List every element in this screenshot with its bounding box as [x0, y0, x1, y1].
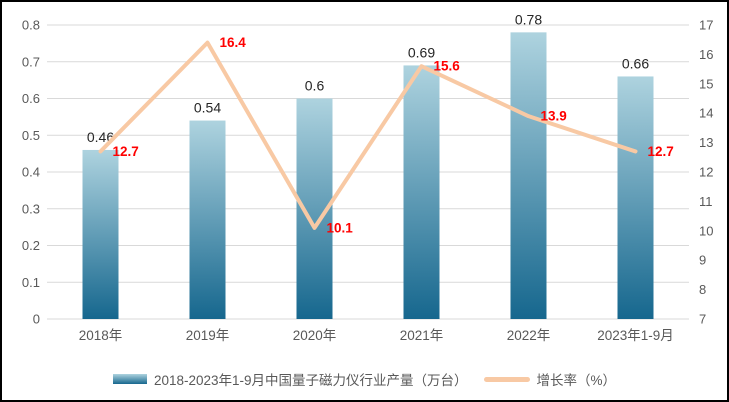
growth-value-label: 10.1 — [327, 220, 354, 235]
right-axis-tick-label: 8 — [699, 282, 706, 297]
bar — [403, 65, 440, 319]
bar-value-label: 0.66 — [622, 55, 649, 71]
right-axis-tick-label: 14 — [699, 106, 713, 121]
left-axis-labels: 0 0.1 0.2 0.3 0.4 0.5 0.6 0.7 0.8 — [22, 18, 40, 327]
growth-line-labels: 12.7 16.4 10.1 15.6 13.9 12.7 — [113, 35, 674, 235]
right-axis-tick-label: 16 — [699, 47, 713, 62]
bar — [82, 149, 119, 319]
right-axis-tick-label: 13 — [699, 135, 713, 150]
right-axis-tick-label: 17 — [699, 18, 713, 33]
growth-value-label: 13.9 — [541, 109, 567, 124]
line-series-label: 增长率（%） — [536, 373, 617, 388]
x-axis-tick-label: 2021年 — [400, 328, 444, 343]
bar-value-label: 0.54 — [194, 100, 221, 116]
right-axis-tick-label: 12 — [699, 165, 713, 180]
left-axis-tick-label: 0.1 — [22, 275, 40, 290]
bar — [617, 76, 654, 319]
bar-series-label: 2018-2023年1-9月中国量子磁力仪行业产量（万台） — [153, 373, 468, 388]
right-axis-tick-label: 11 — [699, 194, 713, 209]
right-axis-tick-label: 9 — [699, 253, 706, 268]
x-axis-tick-label: 2018年 — [79, 328, 123, 343]
x-axis-tick-label: 2019年 — [186, 328, 230, 343]
x-axis-labels: 2018年 2019年 2020年 2021年 2022年 2023年1-9月 — [79, 328, 674, 343]
left-axis-tick-label: 0.3 — [22, 201, 40, 216]
left-axis-tick-label: 0.7 — [22, 54, 40, 69]
right-axis-tick-label: 10 — [699, 223, 713, 238]
bar-value-labels: 0.46 0.54 0.6 0.69 0.78 0.66 — [87, 11, 649, 145]
growth-value-label: 12.7 — [113, 144, 139, 159]
gridlines — [47, 24, 689, 320]
left-axis-tick-label: 0.4 — [22, 165, 40, 180]
left-axis-tick-label: 0.6 — [22, 91, 40, 106]
bar — [510, 32, 547, 319]
x-axis-tick-label: 2022年 — [507, 328, 551, 343]
growth-value-label: 15.6 — [434, 59, 461, 74]
bar-value-label: 0.46 — [87, 129, 114, 145]
combo-chart: 0 0.1 0.2 0.3 0.4 0.5 0.6 0.7 0.8 7 8 9 10 11 12 13 14 15… — [22, 11, 714, 343]
growth-value-label: 12.7 — [648, 144, 674, 159]
left-axis-tick-label: 0.8 — [22, 18, 40, 33]
right-axis-tick-label: 7 — [699, 312, 706, 327]
x-axis-tick-label: 2023年1-9月 — [597, 328, 674, 343]
left-axis-tick-label: 0.2 — [22, 238, 40, 253]
bar-series-swatch-icon — [112, 374, 147, 384]
left-axis-tick-label: 0.5 — [22, 128, 40, 143]
bar-value-label: 0.6 — [305, 78, 325, 94]
bar — [189, 120, 226, 319]
growth-value-label: 16.4 — [220, 35, 247, 50]
x-axis-tick-label: 2020年 — [293, 328, 337, 343]
growth-line — [98, 40, 638, 230]
bars — [82, 32, 654, 319]
bar-value-label: 0.78 — [515, 11, 542, 27]
legend-item-growth-rate: 增长率（%） — [483, 369, 617, 389]
line-series-swatch-icon — [483, 376, 530, 382]
right-axis-tick-label: 15 — [699, 76, 713, 91]
legend: 2018-2023年1-9月中国量子磁力仪行业产量（万台） 增长率（%） — [2, 360, 727, 398]
bar-value-label: 0.69 — [408, 44, 435, 60]
legend-item-production: 2018-2023年1-9月中国量子磁力仪行业产量（万台） — [112, 369, 468, 389]
left-axis-tick-label: 0 — [33, 312, 40, 327]
right-axis-labels: 7 8 9 10 11 12 13 14 15 16 17 — [699, 18, 713, 327]
